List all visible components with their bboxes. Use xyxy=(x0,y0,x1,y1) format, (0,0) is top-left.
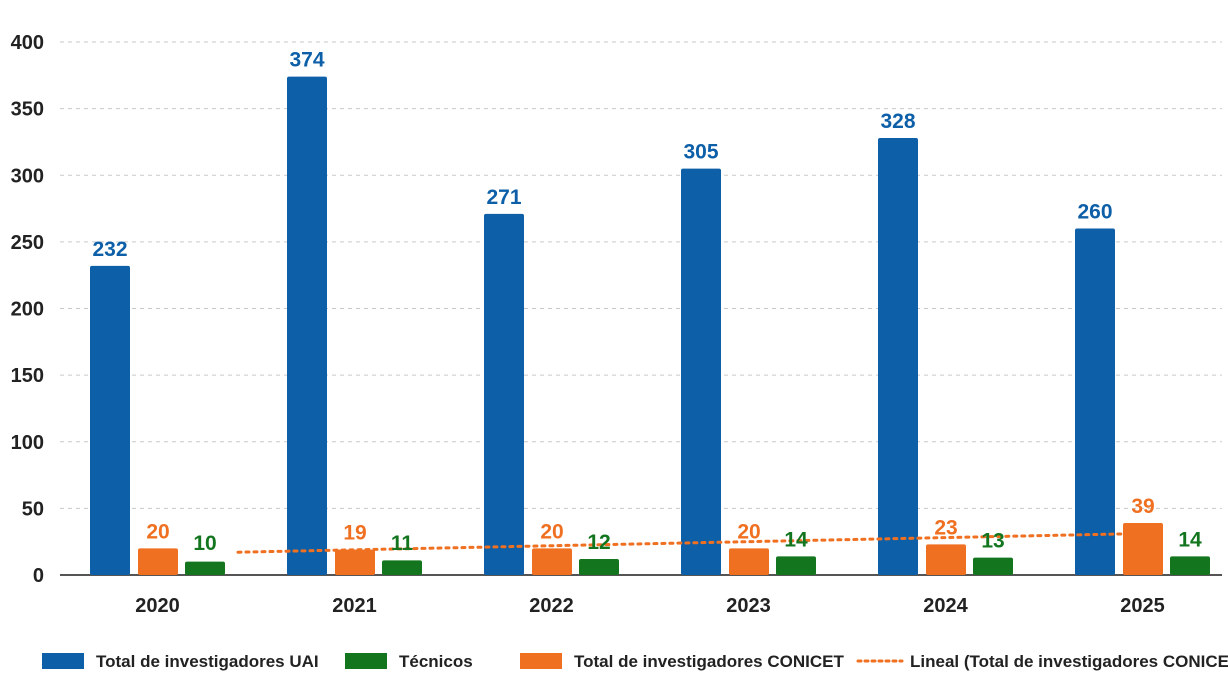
legend: Total de investigadores UAI Técnicos Total… xyxy=(42,652,1228,671)
bar-total-de-investigadores-uai-2020 xyxy=(90,265,130,575)
x-tick-label-2025: 2025 xyxy=(1120,595,1165,617)
bar-total-de-investigadores-conicet-2023 xyxy=(729,548,769,575)
data-label-total-de-investigadores-conicet-2024: 23 xyxy=(934,516,957,539)
data-label-tecnicos-2023: 14 xyxy=(784,528,808,551)
legend-item-total-conicet: Total de investigadores CONICET xyxy=(520,652,844,671)
bar-total-de-investigadores-uai-2022 xyxy=(484,213,524,575)
y-tick-label-250: 250 xyxy=(11,232,44,254)
x-tick-label-2020: 2020 xyxy=(135,595,180,617)
bar-tecnicos-2024 xyxy=(973,557,1013,575)
trendline-conicet xyxy=(236,532,1140,554)
legend-item-tecnicos-swatch xyxy=(345,653,387,669)
bar-tecnicos-2023 xyxy=(776,556,816,575)
bar-total-de-investigadores-conicet-2022 xyxy=(532,548,572,575)
bar-total-de-investigadores-conicet-2024 xyxy=(926,544,966,575)
data-label-total-de-investigadores-conicet-2020: 20 xyxy=(146,520,169,543)
data-label-total-de-investigadores-conicet-2022: 20 xyxy=(540,520,563,543)
data-label-tecnicos-2025: 14 xyxy=(1178,528,1202,551)
x-tick-label-2024: 2024 xyxy=(923,595,968,617)
legend-item-lineal-conicet: Lineal (Total de investigadores CONICET) xyxy=(856,652,1228,671)
y-tick-label-200: 200 xyxy=(11,299,44,321)
bar-total-de-investigadores-conicet-2025 xyxy=(1123,523,1163,575)
gridlines xyxy=(60,41,1222,509)
data-label-total-de-investigadores-uai-2020: 232 xyxy=(92,238,127,261)
data-label-total-de-investigadores-uai-2025: 260 xyxy=(1077,201,1112,224)
data-label-tecnicos-2024: 13 xyxy=(981,530,1004,553)
bars xyxy=(90,76,1210,576)
legend-item-tecnicos-label: Técnicos xyxy=(399,652,473,671)
y-tick-label-300: 300 xyxy=(11,165,44,187)
y-tick-label-150: 150 xyxy=(11,365,44,387)
data-label-tecnicos-2022: 12 xyxy=(587,531,610,554)
bar-tecnicos-2022 xyxy=(579,559,619,575)
bar-total-de-investigadores-uai-2024 xyxy=(878,137,918,575)
data-label-total-de-investigadores-conicet-2025: 39 xyxy=(1131,495,1154,518)
x-tick-label-2023: 2023 xyxy=(726,595,771,617)
legend-item-total-uai: Total de investigadores UAI xyxy=(42,652,319,671)
y-tick-label-100: 100 xyxy=(11,432,44,454)
y-tick-label-50: 50 xyxy=(22,498,44,520)
bar-total-de-investigadores-conicet-2020 xyxy=(138,548,178,575)
data-label-tecnicos-2021: 11 xyxy=(391,532,414,555)
data-label-total-de-investigadores-uai-2023: 305 xyxy=(683,141,718,164)
data-label-tecnicos-2020: 10 xyxy=(193,532,216,555)
data-label-total-de-investigadores-uai-2024: 328 xyxy=(880,110,915,133)
data-label-total-de-investigadores-uai-2021: 374 xyxy=(289,49,324,72)
legend-item-total-conicet-swatch xyxy=(520,653,562,669)
y-tick-label-0: 0 xyxy=(33,565,44,587)
data-label-total-de-investigadores-conicet-2021: 19 xyxy=(343,522,366,545)
legend-item-total-uai-swatch xyxy=(42,653,84,669)
bar-total-de-investigadores-uai-2021 xyxy=(287,76,327,576)
bar-total-de-investigadores-uai-2023 xyxy=(681,168,721,575)
bar-total-de-investigadores-uai-2025 xyxy=(1075,228,1115,576)
bar-tecnicos-2020 xyxy=(185,561,225,575)
legend-item-tecnicos: Técnicos xyxy=(345,652,473,671)
x-tick-label-2021: 2021 xyxy=(332,595,377,617)
bar-tecnicos-2021 xyxy=(382,560,422,575)
legend-item-lineal-conicet-label: Lineal (Total de investigadores CONICET) xyxy=(910,652,1228,671)
bar-total-de-investigadores-conicet-2021 xyxy=(335,549,375,575)
y-tick-label-400: 400 xyxy=(11,32,44,54)
bar-tecnicos-2025 xyxy=(1170,556,1210,575)
trendline-layer xyxy=(236,532,1140,554)
legend-item-total-conicet-label: Total de investigadores CONICET xyxy=(574,652,844,671)
x-tick-label-2022: 2022 xyxy=(529,595,574,617)
data-label-total-de-investigadores-conicet-2023: 20 xyxy=(737,520,760,543)
y-tick-label-350: 350 xyxy=(11,99,44,121)
data-label-total-de-investigadores-uai-2022: 271 xyxy=(486,186,521,209)
data-labels: 232 374 271 305 328 260 20 19 20 20 23 39 10 11 12 14 13… xyxy=(92,49,1202,555)
legend-item-total-uai-label: Total de investigadores UAI xyxy=(96,652,319,671)
